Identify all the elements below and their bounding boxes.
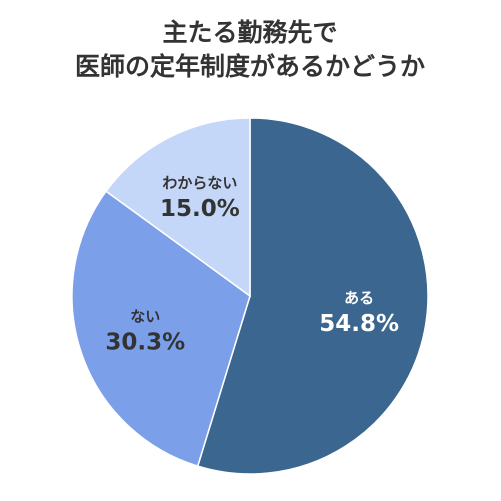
- slice-value: 15.0%: [160, 196, 240, 222]
- pie-slice: [196, 117, 429, 475]
- chart-title: 医師の定年制度があるかどうか: [75, 52, 425, 81]
- slice-label: ない: [130, 307, 160, 325]
- pie-slice: [105, 117, 251, 298]
- slice-value: 30.3%: [105, 329, 185, 355]
- chart-title: 主たる勤務先で: [162, 18, 337, 47]
- slice-label: わからない: [162, 174, 237, 192]
- slice-value: 54.8%: [319, 311, 399, 337]
- pie-slice: [71, 190, 251, 468]
- slice-label: ある: [344, 289, 374, 307]
